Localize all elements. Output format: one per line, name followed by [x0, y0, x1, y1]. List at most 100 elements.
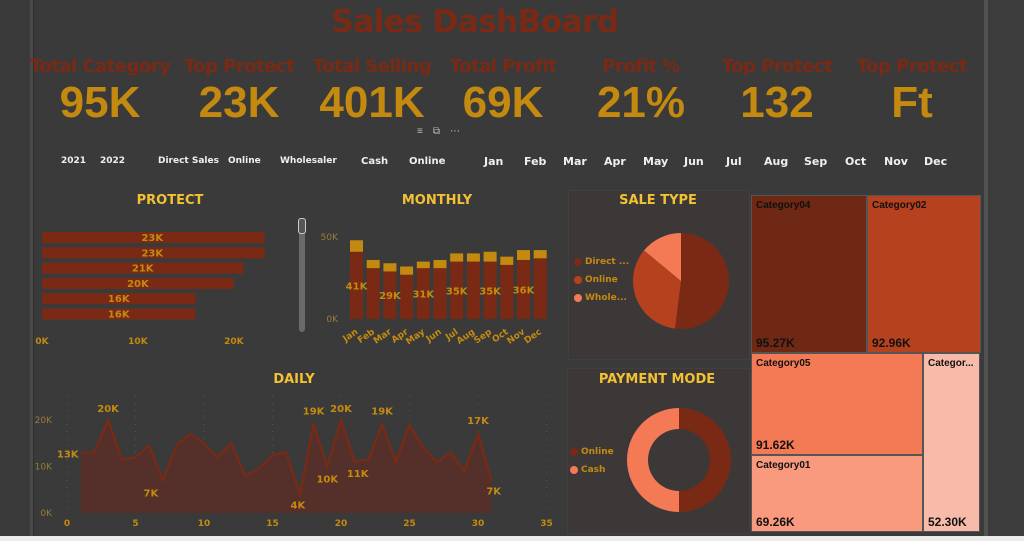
monthly-bar-selling[interactable] — [533, 258, 547, 319]
pie-slice[interactable] — [633, 250, 681, 329]
monthly-data-label: 29K — [379, 291, 402, 302]
slicer-month-dec[interactable]: Dec — [924, 155, 948, 168]
protect-bar[interactable] — [42, 293, 196, 305]
monthly-bar-profit[interactable] — [350, 240, 363, 252]
legend-item[interactable]: Direct ... — [574, 257, 629, 267]
slicer-month-sep[interactable]: Sep — [804, 155, 828, 168]
protect-bar[interactable] — [42, 277, 234, 289]
slicer-year-2021[interactable]: 2021 — [61, 156, 87, 166]
protect-bar[interactable] — [42, 247, 265, 259]
canvas-left-border — [30, 0, 34, 536]
legend-item[interactable]: Online — [574, 275, 618, 285]
slicer-month-oct[interactable]: Oct — [845, 155, 867, 168]
monthly-bar-selling[interactable] — [366, 268, 380, 319]
daily-area — [80, 420, 492, 513]
protect-bar[interactable] — [42, 232, 265, 243]
monthly-data-label: 36K — [513, 285, 536, 296]
visual-header: ≡ ⧉ ⋯ — [417, 126, 460, 137]
treemap-tile-value: 91.62K — [756, 438, 795, 452]
monthly-bar-selling[interactable] — [350, 251, 363, 319]
monthly-bar-selling[interactable] — [466, 261, 480, 319]
pie-slice[interactable] — [626, 408, 679, 512]
daily-data-label: 20K — [97, 404, 120, 415]
slicer-payment-online[interactable]: Online — [409, 156, 446, 167]
monthly-bar-selling[interactable] — [433, 268, 447, 319]
kpi-label: Total Category — [30, 56, 171, 77]
focus-mode-icon[interactable]: ⧉ — [432, 126, 440, 137]
slicer-month-nov[interactable]: Nov — [884, 155, 908, 168]
kpi-value: 23K — [198, 78, 280, 127]
kpi-label: Profit % — [602, 56, 680, 77]
daily-data-label: 4K — [291, 500, 307, 511]
slicer-month-jun[interactable]: Jun — [684, 155, 704, 168]
pie-slice[interactable] — [674, 233, 729, 329]
monthly-bar-profit[interactable] — [466, 253, 480, 262]
slicer-month-jan[interactable]: Jan — [484, 155, 504, 168]
daily-data-label: 11K — [347, 469, 370, 480]
monthly-bar-selling[interactable] — [450, 261, 464, 319]
treemap-tile[interactable]: Category05 91.62K — [751, 353, 923, 455]
monthly-bar-profit[interactable] — [383, 263, 397, 272]
pie-slice[interactable] — [679, 408, 732, 512]
slicer-month-aug[interactable]: Aug — [764, 155, 789, 168]
slicer-month-mar[interactable]: Mar — [563, 155, 587, 168]
protect-chart-title: PROTECT — [136, 193, 204, 208]
pie-slice[interactable] — [644, 233, 681, 281]
treemap-tile-name: Category02 — [872, 200, 927, 211]
slicer-year-2022[interactable]: 2022 — [100, 156, 126, 166]
kpi-card: Total Profit 69K — [433, 56, 573, 127]
daily-line[interactable] — [80, 416, 493, 499]
more-options-icon[interactable]: ⋯ — [449, 126, 460, 137]
monthly-bar-profit[interactable] — [450, 253, 464, 262]
monthly-bar-profit[interactable] — [400, 266, 414, 275]
treemap-tile-name: Category04 — [756, 200, 811, 211]
monthly-bar-profit[interactable] — [517, 250, 530, 260]
treemap-tile[interactable]: Categor... 52.30K — [923, 353, 980, 532]
monthly-bar-profit[interactable] — [366, 259, 380, 269]
daily-y-tick: 10K — [35, 463, 53, 473]
kpi-card: Top Protect 132 — [707, 56, 847, 127]
monthly-bar-profit[interactable] — [433, 259, 447, 269]
monthly-bar-profit[interactable] — [500, 256, 514, 265]
daily-chart-title: DAILY — [273, 372, 315, 387]
slicer-payment-cash[interactable]: Cash — [361, 156, 389, 167]
legend-item[interactable]: Online — [570, 447, 614, 457]
treemap-tile-value: 52.30K — [928, 515, 967, 529]
monthly-bar-profit[interactable] — [533, 250, 547, 259]
legend-label: Online — [581, 447, 614, 457]
legend-dot-icon — [574, 276, 582, 284]
daily-data-label: 17K — [467, 416, 490, 427]
slicer-month-jul[interactable]: Jul — [726, 155, 742, 168]
monthly-scrollbar[interactable] — [298, 218, 306, 332]
daily-chart: 0 5 10 15 20 25 30 35 0K 10K 20K 13K 20K 7K 4K 19K 10K 20… — [35, 396, 553, 529]
monthly-bar-selling[interactable] — [383, 271, 397, 319]
monthly-bar-selling[interactable] — [400, 274, 414, 319]
monthly-x-tick: May — [404, 327, 427, 347]
slicer-month-feb[interactable]: Feb — [524, 155, 547, 168]
monthly-data-label: 31K — [412, 290, 435, 301]
slicer-sale-online[interactable]: Online — [228, 156, 261, 166]
slicer-sale-direct[interactable]: Direct Sales — [158, 156, 219, 166]
slicer-month-apr[interactable]: Apr — [604, 155, 626, 168]
daily-x-tick: 35 — [540, 519, 553, 529]
monthly-bar-selling[interactable] — [483, 261, 497, 319]
treemap-tile[interactable]: Category04 95.27K — [751, 195, 867, 353]
legend-item[interactable]: Cash — [570, 465, 605, 475]
monthly-bar-profit[interactable] — [416, 261, 430, 269]
monthly-bar-selling[interactable] — [500, 264, 514, 319]
filter-icon[interactable]: ≡ — [417, 126, 423, 137]
legend-label: Direct ... — [585, 257, 630, 267]
monthly-bar-selling[interactable] — [517, 259, 530, 319]
legend-item[interactable]: Whole... — [574, 293, 627, 303]
treemap-tile[interactable]: Category02 92.96K — [867, 195, 981, 353]
monthly-bar-profit[interactable] — [483, 251, 497, 262]
protect-bar[interactable] — [42, 308, 196, 320]
scrollbar-thumb[interactable] — [298, 218, 306, 234]
protect-bar[interactable] — [42, 262, 244, 274]
monthly-bar-selling[interactable] — [416, 268, 430, 319]
slicer-month-may[interactable]: May — [643, 155, 669, 168]
treemap-tile[interactable]: Category01 69.26K — [751, 455, 923, 532]
kpi-value: 21% — [596, 78, 686, 127]
daily-x-tick: 5 — [132, 519, 138, 529]
slicer-sale-wholesaler[interactable]: Wholesaler — [280, 156, 337, 166]
